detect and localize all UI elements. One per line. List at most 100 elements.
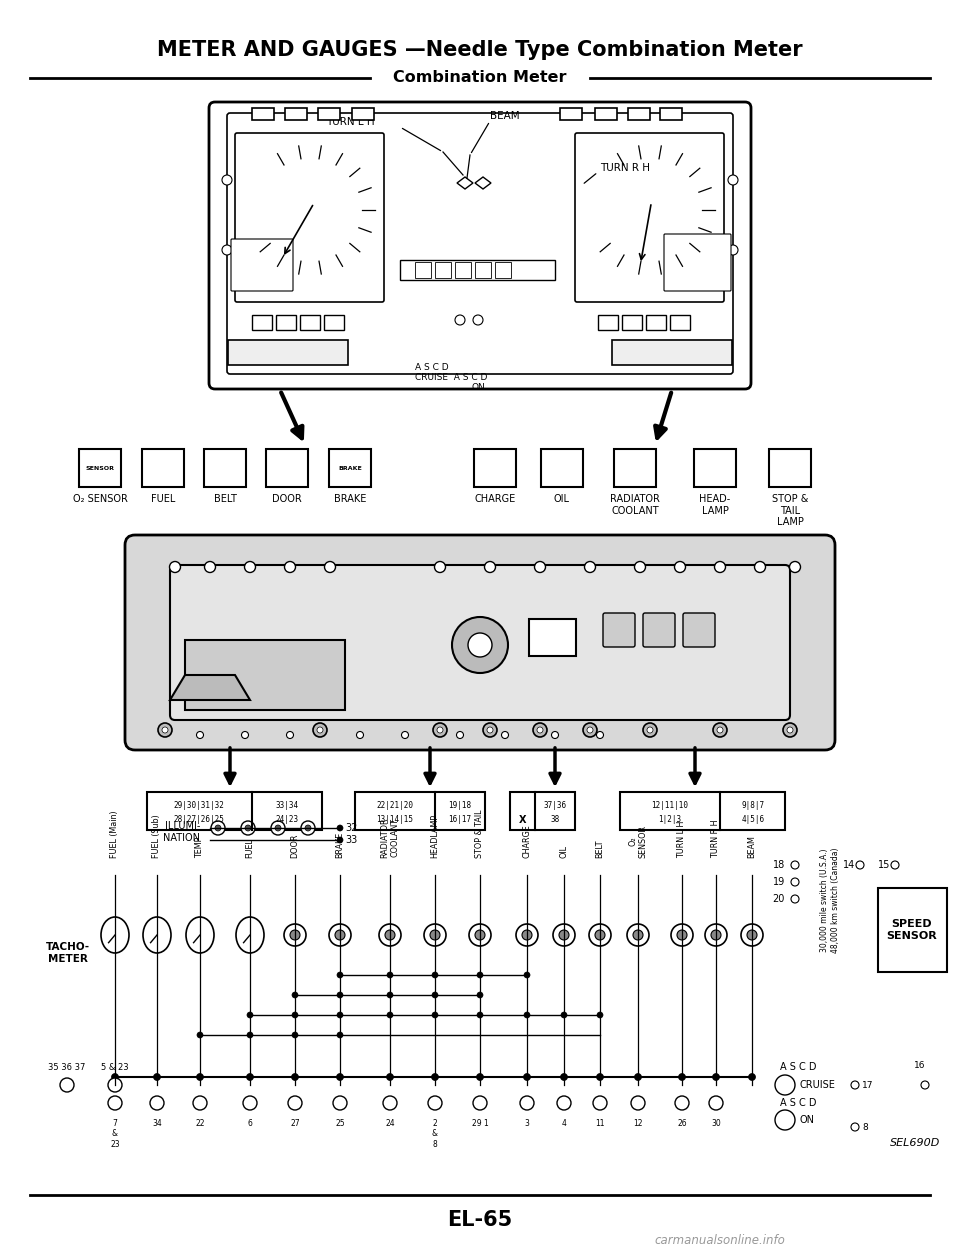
Text: FUEL (Sub): FUEL (Sub): [153, 814, 161, 858]
Text: 2
&
8: 2 & 8: [432, 1119, 438, 1149]
Circle shape: [709, 1096, 723, 1110]
Circle shape: [428, 1096, 442, 1110]
Text: 24: 24: [385, 1119, 395, 1128]
FancyBboxPatch shape: [683, 613, 715, 647]
Text: TURN L H: TURN L H: [326, 117, 375, 127]
Circle shape: [455, 315, 465, 325]
Circle shape: [711, 930, 721, 939]
Text: DOOR: DOOR: [272, 493, 301, 503]
Circle shape: [245, 562, 255, 572]
Circle shape: [728, 245, 738, 255]
FancyBboxPatch shape: [204, 449, 246, 487]
Text: carmanualsonline.info: carmanualsonline.info: [655, 1234, 785, 1246]
Text: A S C D: A S C D: [780, 1062, 817, 1072]
Circle shape: [383, 1096, 397, 1110]
Circle shape: [333, 1096, 347, 1110]
Text: STOP &
TAIL
LAMP: STOP & TAIL LAMP: [772, 493, 808, 527]
FancyBboxPatch shape: [142, 449, 184, 487]
Circle shape: [597, 1012, 603, 1018]
Circle shape: [791, 878, 799, 886]
Circle shape: [292, 1012, 298, 1018]
Circle shape: [215, 825, 221, 831]
Circle shape: [851, 1082, 859, 1089]
Circle shape: [108, 1078, 122, 1091]
Circle shape: [284, 925, 306, 946]
Circle shape: [247, 1032, 253, 1038]
Circle shape: [537, 726, 543, 733]
Circle shape: [783, 723, 797, 736]
Text: BEAM: BEAM: [490, 111, 519, 121]
Circle shape: [433, 723, 447, 736]
Text: A S C D: A S C D: [415, 364, 448, 373]
Circle shape: [633, 930, 643, 939]
Circle shape: [432, 1012, 438, 1018]
Bar: [455, 262, 471, 278]
Circle shape: [589, 925, 611, 946]
FancyBboxPatch shape: [170, 564, 790, 720]
Text: Combination Meter: Combination Meter: [394, 71, 566, 86]
Text: 13|14|15: 13|14|15: [376, 815, 414, 825]
Circle shape: [197, 1074, 204, 1080]
Ellipse shape: [101, 917, 129, 953]
Circle shape: [487, 726, 493, 733]
Circle shape: [286, 731, 294, 739]
Text: EL-65: EL-65: [447, 1210, 513, 1230]
FancyBboxPatch shape: [474, 449, 516, 487]
Bar: [560, 108, 582, 120]
Bar: [324, 315, 344, 330]
Circle shape: [313, 723, 327, 736]
Circle shape: [275, 825, 281, 831]
Circle shape: [596, 731, 604, 739]
Circle shape: [473, 315, 483, 325]
Circle shape: [452, 617, 508, 673]
Circle shape: [337, 972, 343, 978]
Text: 4|5|6: 4|5|6: [741, 815, 764, 825]
Circle shape: [457, 731, 464, 739]
Circle shape: [587, 726, 593, 733]
Circle shape: [158, 723, 172, 736]
Circle shape: [593, 1096, 607, 1110]
Circle shape: [631, 1096, 645, 1110]
Text: TURN R H: TURN R H: [600, 163, 650, 173]
Circle shape: [211, 821, 225, 835]
Ellipse shape: [143, 917, 171, 953]
Text: STOP & TAIL: STOP & TAIL: [475, 810, 485, 858]
FancyBboxPatch shape: [266, 449, 308, 487]
Text: DOOR: DOOR: [291, 834, 300, 858]
Bar: [355, 792, 485, 830]
Text: 33|34: 33|34: [276, 801, 299, 810]
Circle shape: [292, 1074, 299, 1080]
Bar: [435, 262, 451, 278]
Text: HEADLAMP: HEADLAMP: [430, 814, 440, 858]
Text: TURN R H: TURN R H: [711, 820, 721, 858]
Circle shape: [553, 925, 575, 946]
FancyBboxPatch shape: [575, 133, 724, 302]
Circle shape: [242, 731, 249, 739]
Circle shape: [679, 1074, 685, 1080]
Circle shape: [317, 726, 323, 733]
Circle shape: [559, 930, 569, 939]
Circle shape: [483, 723, 497, 736]
FancyBboxPatch shape: [769, 449, 811, 487]
Circle shape: [485, 562, 495, 572]
Circle shape: [561, 1074, 567, 1080]
FancyBboxPatch shape: [231, 239, 293, 292]
Text: 35 36 37: 35 36 37: [48, 1064, 85, 1073]
Circle shape: [337, 1012, 343, 1018]
Text: 17: 17: [862, 1080, 874, 1089]
Text: 32: 32: [345, 824, 357, 834]
Circle shape: [501, 731, 509, 739]
Ellipse shape: [236, 917, 264, 953]
Bar: [646, 315, 666, 330]
FancyBboxPatch shape: [529, 619, 576, 655]
Text: 37|36: 37|36: [543, 801, 566, 810]
Circle shape: [535, 562, 545, 572]
Text: 12|11|10: 12|11|10: [652, 801, 688, 810]
Circle shape: [204, 562, 215, 572]
Circle shape: [717, 726, 723, 733]
Bar: [415, 262, 431, 278]
Circle shape: [324, 562, 335, 572]
Circle shape: [476, 1074, 484, 1080]
FancyBboxPatch shape: [643, 613, 675, 647]
Circle shape: [585, 562, 595, 572]
